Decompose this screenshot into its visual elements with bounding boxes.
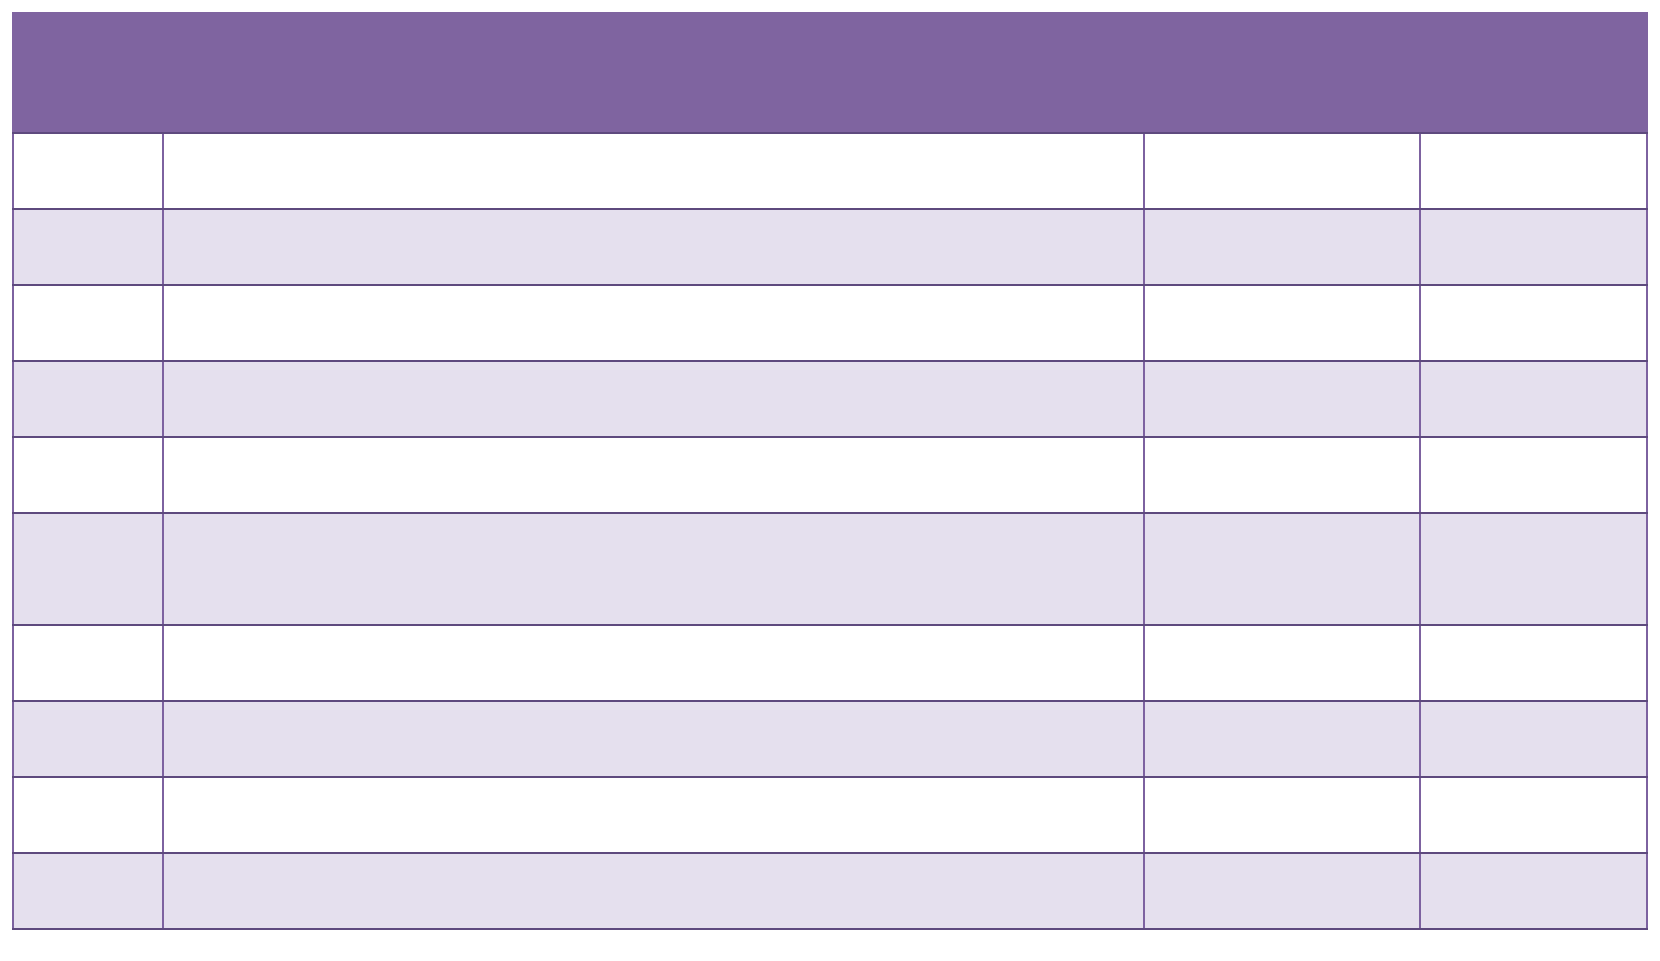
table-row: [12, 132, 1648, 210]
table-row: [12, 776, 1648, 854]
table-cell: [162, 284, 1145, 362]
table-cell: [12, 512, 164, 626]
table-cell: [12, 132, 164, 210]
table-cell: [1143, 852, 1421, 930]
table-cell: [1419, 208, 1648, 286]
table-row: [12, 700, 1648, 778]
table-row: [12, 852, 1648, 930]
table-cell: [12, 700, 164, 778]
table-cell: [162, 624, 1145, 702]
table-cell: [162, 132, 1145, 210]
table-cell: [1143, 700, 1421, 778]
table-cell: [1419, 852, 1648, 930]
table-cell: [1143, 436, 1421, 514]
table-row: [12, 512, 1648, 626]
table-cell: [12, 284, 164, 362]
table-row: [12, 360, 1648, 438]
table-cell: [12, 208, 164, 286]
table-cell: [1143, 512, 1421, 626]
table-row: [12, 436, 1648, 514]
table-cell: [162, 776, 1145, 854]
table-cell: [1143, 776, 1421, 854]
table-cell: [1419, 700, 1648, 778]
table-cell: [162, 512, 1145, 626]
table-cell: [1419, 132, 1648, 210]
table-cell: [1419, 624, 1648, 702]
table-cell: [1143, 284, 1421, 362]
table-cell: [1419, 776, 1648, 854]
table-cell: [162, 700, 1145, 778]
table-cell: [12, 624, 164, 702]
table-row: [12, 208, 1648, 286]
table-cell: [12, 852, 164, 930]
table-cell: [162, 852, 1145, 930]
table-header: [12, 12, 1648, 134]
table-cell: [1419, 284, 1648, 362]
table-row: [12, 624, 1648, 702]
table-cell: [1143, 132, 1421, 210]
table-cell: [162, 436, 1145, 514]
table-cell: [1143, 360, 1421, 438]
table-header-row: [12, 12, 1648, 134]
table-cell: [12, 360, 164, 438]
table-cell: [162, 208, 1145, 286]
table-cell: [12, 776, 164, 854]
table-cell: [1419, 360, 1648, 438]
table-cell: [1419, 436, 1648, 514]
table-cell: [1143, 208, 1421, 286]
table-cell: [12, 436, 164, 514]
table-cell: [162, 360, 1145, 438]
table-row: [12, 284, 1648, 362]
table-cell: [1143, 624, 1421, 702]
table-cell: [1419, 512, 1648, 626]
empty-table: [12, 12, 1648, 930]
